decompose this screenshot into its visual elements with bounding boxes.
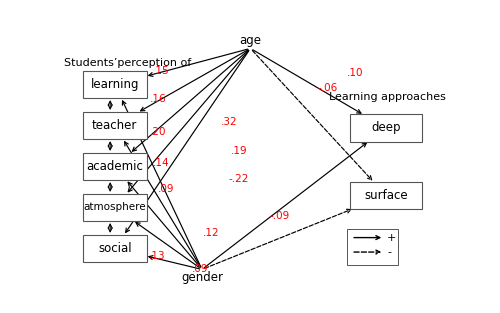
Text: .09: .09	[192, 264, 208, 274]
Text: teacher: teacher	[92, 119, 138, 132]
Bar	[348, 229, 398, 265]
Text: .14: .14	[153, 158, 170, 168]
Text: -.22: -.22	[228, 173, 249, 183]
Text: .13: .13	[149, 251, 166, 261]
FancyBboxPatch shape	[83, 153, 147, 180]
Text: -: -	[387, 247, 391, 257]
Text: surface: surface	[364, 189, 408, 202]
FancyBboxPatch shape	[350, 182, 422, 209]
Text: .09: .09	[158, 184, 174, 194]
FancyBboxPatch shape	[350, 114, 422, 142]
FancyBboxPatch shape	[83, 71, 147, 98]
Text: age: age	[240, 34, 262, 47]
Text: .32: .32	[221, 117, 238, 127]
Text: .16: .16	[150, 94, 167, 104]
Text: gender: gender	[181, 271, 223, 284]
Text: deep: deep	[372, 121, 401, 135]
FancyBboxPatch shape	[83, 234, 147, 262]
Text: atmosphere: atmosphere	[84, 203, 146, 213]
FancyBboxPatch shape	[83, 112, 147, 139]
Text: social: social	[98, 242, 132, 255]
Text: .12: .12	[204, 228, 220, 238]
Text: .20: .20	[150, 127, 167, 137]
FancyBboxPatch shape	[83, 194, 147, 221]
Text: Students’perception of: Students’perception of	[64, 58, 192, 68]
Text: learning: learning	[90, 78, 139, 91]
Text: +: +	[387, 233, 396, 243]
Text: Learning approaches: Learning approaches	[329, 92, 446, 102]
Text: .15: .15	[153, 66, 170, 76]
Text: -.06: -.06	[318, 83, 338, 93]
Text: academic: academic	[86, 160, 144, 173]
Text: .10: .10	[347, 68, 364, 78]
Text: .19: .19	[230, 146, 247, 156]
Text: -.09: -.09	[270, 211, 289, 221]
